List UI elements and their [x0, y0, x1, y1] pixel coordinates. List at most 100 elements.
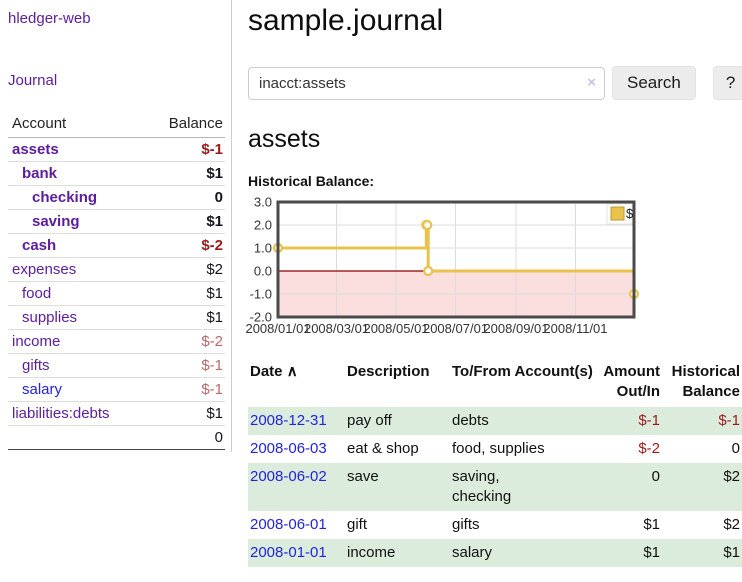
chart-label: Historical Balance:	[248, 173, 375, 189]
search-form: × Search ?	[248, 66, 742, 100]
amount-cell: $1	[643, 516, 660, 533]
register-header-balance: Historical Balance	[671, 363, 740, 400]
page-title: sample.journal	[248, 4, 444, 37]
account-row: expenses $2	[8, 257, 225, 282]
app-title-link[interactable]: hledger-web	[8, 10, 91, 27]
date-link[interactable]: 2008-12-31	[250, 412, 327, 429]
svg-text:2008/09/01: 2008/09/01	[483, 321, 548, 336]
sidebar: hledger-web Journal Account Balance asse…	[0, 0, 232, 452]
description-cell: gift	[347, 516, 368, 533]
balance-cell: $1	[662, 539, 742, 567]
accounts-header-row: Account Balance	[8, 112, 225, 138]
register-table: Date ∧ Description To/From Account(s) Am…	[248, 359, 742, 567]
account-balance: $1	[145, 161, 225, 186]
amount-cell: $-1	[597, 407, 662, 435]
register-row: 2008-06-01 gift gifts $1 $2	[248, 511, 742, 539]
amount-cell: 0	[597, 463, 662, 511]
description-cell: pay off	[345, 407, 450, 435]
account-row: food $1	[8, 281, 225, 306]
account-link[interactable]: assets	[12, 141, 59, 158]
account-link[interactable]: supplies	[22, 309, 78, 326]
description-cell: save	[345, 463, 450, 511]
account-cell: food, supplies	[452, 440, 545, 457]
description-cell: income	[345, 539, 450, 567]
register-header-row: Date ∧ Description To/From Account(s) Am…	[248, 359, 742, 407]
account-link[interactable]: gifts	[22, 357, 50, 374]
account-link[interactable]: saving	[32, 213, 80, 230]
register-row: 2008-12-31 pay off debts $-1 $-1	[248, 407, 742, 435]
account-balance: $-1	[145, 137, 225, 162]
account-row: supplies $1	[8, 305, 225, 330]
accounts-total-value: 0	[8, 425, 225, 450]
date-link[interactable]: 2008-06-03	[250, 440, 327, 457]
account-link[interactable]: checking	[32, 189, 98, 206]
register-header-description: Description	[347, 363, 430, 380]
sidebar-item-journal[interactable]: Journal	[8, 72, 58, 89]
account-link[interactable]: salary	[22, 381, 63, 398]
account-link[interactable]: expenses	[12, 261, 77, 278]
chart-canvas: $3.0 2.0 1.0 0.0 -1.0 -2.02008/01/012008/03/0…	[245, 195, 640, 336]
account-row: cash $-2	[8, 233, 225, 258]
svg-text:2.0: 2.0	[254, 218, 272, 233]
svg-text:2008/05/01: 2008/05/01	[363, 321, 428, 336]
date-link[interactable]: 2008-06-01	[250, 516, 327, 533]
account-title: assets	[248, 125, 321, 153]
balance-cell: $2	[662, 463, 742, 511]
account-link[interactable]: liabilities:debts	[12, 405, 110, 422]
historical-balance-chart: $3.0 2.0 1.0 0.0 -1.0 -2.0 2008/01/01 2008/03/0…	[245, 195, 742, 345]
register-row: 2008-01-01 income salary $1 $1	[248, 539, 742, 567]
account-balance: $1	[145, 305, 225, 330]
account-cell: saving, checking	[450, 463, 597, 511]
account-cell: gifts	[452, 516, 480, 533]
account-row: liabilities:debts $1	[8, 401, 225, 426]
svg-text:2008/03/01: 2008/03/01	[304, 321, 369, 336]
account-link[interactable]: food	[22, 285, 52, 302]
account-link[interactable]: income	[12, 333, 61, 350]
account-balance: $1	[145, 209, 225, 234]
account-balance: 0	[145, 185, 225, 210]
account-balance: $2	[145, 257, 225, 282]
accounts-header-account: Account	[8, 112, 146, 138]
svg-text:2008/11/01: 2008/11/01	[543, 321, 607, 336]
register-header-date[interactable]: Date ∧	[250, 363, 298, 380]
svg-text:-1.0: -1.0	[250, 287, 272, 302]
amount-cell: $1	[597, 539, 662, 567]
search-button[interactable]: Search	[612, 66, 696, 100]
search-input[interactable]	[248, 66, 605, 100]
balance-cell: $2	[723, 516, 740, 533]
account-balance: $-2	[145, 329, 225, 354]
svg-text:3.0: 3.0	[254, 195, 272, 210]
svg-text:2008/07/01: 2008/07/01	[423, 321, 488, 336]
accounts-total-row: 0	[8, 425, 225, 450]
register-header-amount: Amount Out/In	[603, 363, 660, 400]
account-balance: $1	[145, 401, 225, 426]
amount-cell: $-2	[638, 440, 660, 457]
account-balance: $-2	[145, 233, 225, 258]
account-row: bank $1	[8, 161, 225, 186]
clear-search-icon[interactable]: ×	[587, 73, 596, 91]
account-row: assets $-1	[8, 137, 225, 162]
sort-ascending-icon: ∧	[286, 363, 298, 380]
help-button[interactable]: ?	[712, 66, 742, 100]
account-row: salary $-1	[8, 377, 225, 402]
account-row: saving $1	[8, 209, 225, 234]
date-link[interactable]: 2008-01-01	[250, 544, 327, 561]
svg-text:-2.0: -2.0	[250, 310, 272, 325]
account-cell: salary	[450, 539, 597, 567]
account-link[interactable]: bank	[22, 165, 58, 182]
svg-text:0.0: 0.0	[254, 264, 272, 279]
date-link[interactable]: 2008-06-02	[250, 468, 327, 485]
account-balance: $-1	[145, 377, 225, 402]
svg-text:$: $	[626, 206, 634, 221]
register-row: 2008-06-03 eat & shop food, supplies $-2 0	[248, 435, 742, 463]
accounts-table: Account Balance assets $-1 bank $1 checking 0…	[8, 112, 225, 450]
register-header-account: To/From Account(s)	[452, 363, 593, 380]
accounts-header-balance: Balance	[145, 112, 225, 138]
description-cell: eat & shop	[347, 440, 419, 457]
account-cell: debts	[450, 407, 597, 435]
account-link[interactable]: cash	[22, 237, 57, 254]
svg-text:2008/01/01: 2008/01/01	[245, 321, 310, 336]
main-content: sample.journal × Search ? assets Histori…	[232, 0, 742, 567]
register-row: 2008-06-02 save saving, checking 0 $2	[248, 463, 742, 511]
account-row: checking 0	[8, 185, 225, 210]
